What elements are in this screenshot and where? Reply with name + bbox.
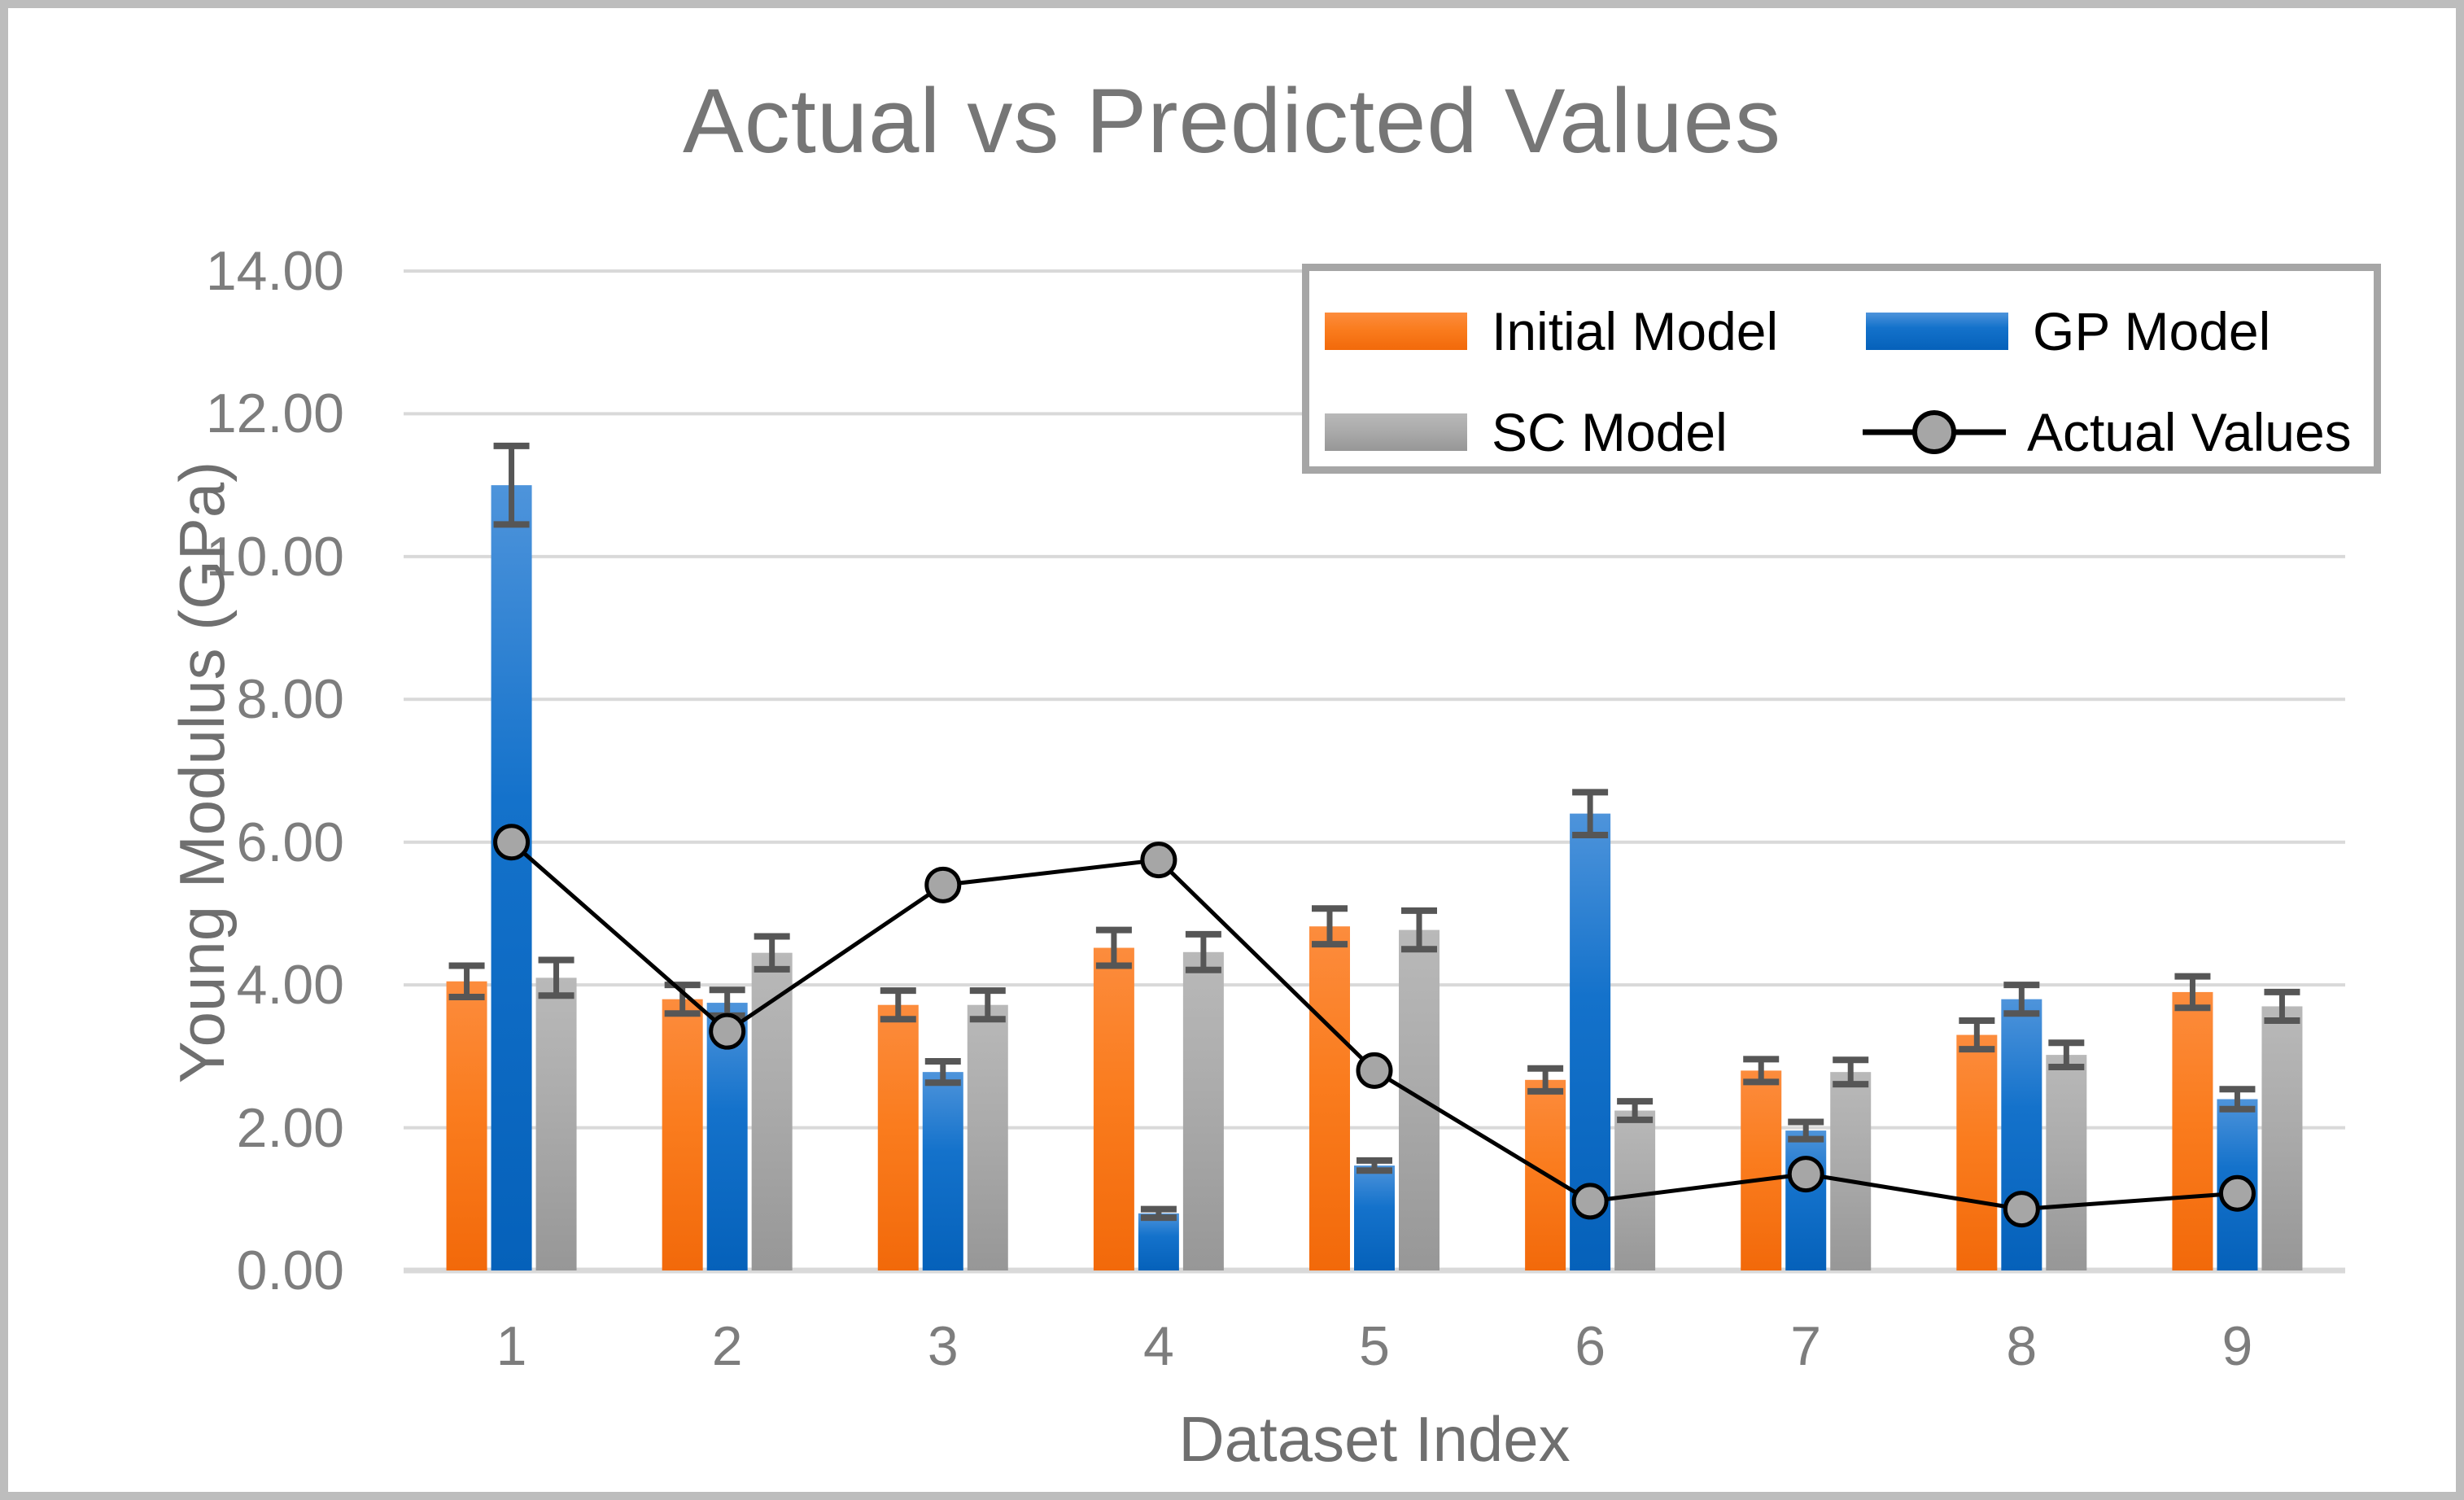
plot-area: [404, 269, 2345, 1274]
bar-sc-model-6: [1614, 1110, 1656, 1270]
legend-item-actual-values: Actual Values: [1861, 405, 2352, 459]
error-bar-sc-model-4: [1185, 930, 1221, 973]
bar-series: [446, 485, 2303, 1270]
legend-item-gp-model: GP Model: [1866, 304, 2270, 358]
bar-sc-model-9: [2261, 1006, 2303, 1270]
line-circle-marker-icon: [1863, 410, 2006, 454]
actual-value-marker-2: [709, 1012, 746, 1050]
x-tick-label-2: 2: [711, 1315, 743, 1377]
error-bar-sc-model-2: [754, 933, 790, 973]
y-tick-label-10.00: 10.00: [205, 525, 344, 588]
bar-sc-model-3: [967, 1004, 1008, 1270]
error-bar-gp-model-5: [1357, 1157, 1392, 1174]
error-bar-gp-model-3: [924, 1057, 961, 1087]
error-bar-initial-model-1: [448, 962, 485, 1001]
bar-gp-model-5: [1354, 1165, 1395, 1270]
actual-value-marker-3: [924, 866, 962, 903]
error-bar-initial-model-8: [1959, 1017, 1995, 1053]
y-tick-label-14.00: 14.00: [205, 240, 344, 302]
y-tick-label-6.00: 6.00: [236, 811, 344, 873]
legend-label-actual-values: Actual Values: [2027, 402, 2352, 462]
bar-gp-model-3: [922, 1072, 963, 1270]
bar-gp-model-7: [1785, 1130, 1827, 1270]
legend-label-gp-model: GP Model: [2033, 301, 2271, 361]
y-tick-label-4.00: 4.00: [236, 954, 344, 1017]
bar-initial-model-1: [446, 981, 487, 1270]
bar-initial-model-4: [1093, 947, 1134, 1270]
error-bar-sc-model-5: [1401, 907, 1437, 953]
sc-model-swatch: [1325, 413, 1467, 451]
error-bar-sc-model-6: [1617, 1098, 1654, 1123]
error-bar-initial-model-3: [880, 987, 916, 1023]
legend-item-initial-model: Initial Model: [1325, 304, 1778, 358]
bar-initial-model-9: [2172, 991, 2213, 1270]
error-bar-gp-model-8: [2003, 982, 2040, 1017]
actual-values-markers: [493, 824, 2256, 1228]
x-tick-label-5: 5: [1359, 1315, 1390, 1377]
y-tick-label-12.00: 12.00: [205, 383, 344, 445]
error-bar-initial-model-7: [1743, 1056, 1780, 1086]
error-bar-gp-model-7: [1788, 1118, 1824, 1143]
bar-initial-model-2: [662, 999, 703, 1270]
error-bar-sc-model-1: [538, 956, 574, 999]
actual-value-marker-5: [1356, 1052, 1393, 1089]
bar-sc-model-2: [751, 952, 793, 1270]
y-tick-label-8.00: 8.00: [236, 668, 344, 731]
bar-sc-model-7: [1830, 1072, 1872, 1270]
chart-title: Actual vs Predicted Values: [683, 70, 1781, 172]
actual-value-marker-7: [1787, 1156, 1824, 1193]
error-bar-initial-model-4: [1095, 926, 1132, 969]
actual-value-marker-4: [1140, 842, 1177, 879]
bar-initial-model-7: [1741, 1070, 1782, 1270]
x-tick-label-6: 6: [1575, 1315, 1606, 1377]
legend: Initial Model GP Model SC Model Actual V…: [1302, 264, 2381, 474]
y-tick-label-2.00: 2.00: [236, 1096, 344, 1159]
x-tick-label-4: 4: [1142, 1315, 1174, 1377]
error-bar-gp-model-6: [1572, 789, 1609, 838]
error-bar-sc-model-8: [2048, 1039, 2085, 1071]
actual-value-marker-9: [2218, 1174, 2256, 1212]
error-bar-sc-model-3: [969, 987, 1006, 1023]
bar-initial-model-3: [877, 1004, 919, 1270]
bar-gp-model-1: [491, 485, 532, 1270]
gp-model-swatch: [1866, 313, 2008, 350]
error-bar-initial-model-6: [1527, 1065, 1564, 1095]
y-tick-label-0.00: 0.00: [236, 1240, 344, 1301]
x-axis-title: Dataset Index: [1178, 1403, 1571, 1475]
legend-label-sc-model: SC Model: [1492, 402, 1728, 462]
error-bars: [448, 442, 2300, 1222]
error-bar-gp-model-1: [493, 442, 530, 528]
error-bar-sc-model-9: [2264, 988, 2300, 1024]
bar-initial-model-5: [1309, 926, 1350, 1270]
bar-gp-model-8: [2001, 999, 2042, 1270]
error-bar-gp-model-9: [2219, 1086, 2256, 1113]
actual-value-marker-8: [2003, 1191, 2040, 1228]
bar-initial-model-8: [1956, 1034, 1998, 1270]
bar-sc-model-5: [1399, 929, 1440, 1270]
x-tick-label-1: 1: [496, 1315, 527, 1377]
actual-value-marker-1: [493, 824, 531, 861]
y-axis-title: Young Modulus (GPa): [166, 461, 238, 1084]
error-bar-initial-model-5: [1312, 905, 1348, 948]
bar-gp-model-4: [1138, 1213, 1179, 1270]
error-bar-sc-model-7: [1833, 1056, 1869, 1088]
actual-value-marker-6: [1571, 1183, 1609, 1220]
error-bar-initial-model-9: [2174, 973, 2211, 1012]
bar-sc-model-4: [1182, 951, 1224, 1270]
x-tick-label-8: 8: [2006, 1315, 2038, 1377]
legend-label-initial-model: Initial Model: [1492, 301, 1779, 361]
bar-sc-model-1: [535, 977, 577, 1270]
error-bar-gp-model-4: [1140, 1205, 1177, 1222]
legend-item-sc-model: SC Model: [1325, 405, 1728, 459]
bar-sc-model-8: [2046, 1055, 2087, 1270]
initial-model-swatch: [1325, 313, 1467, 350]
x-tick-label-7: 7: [1790, 1315, 1822, 1377]
x-tick-label-9: 9: [2222, 1315, 2253, 1377]
x-tick-label-3: 3: [927, 1315, 959, 1377]
